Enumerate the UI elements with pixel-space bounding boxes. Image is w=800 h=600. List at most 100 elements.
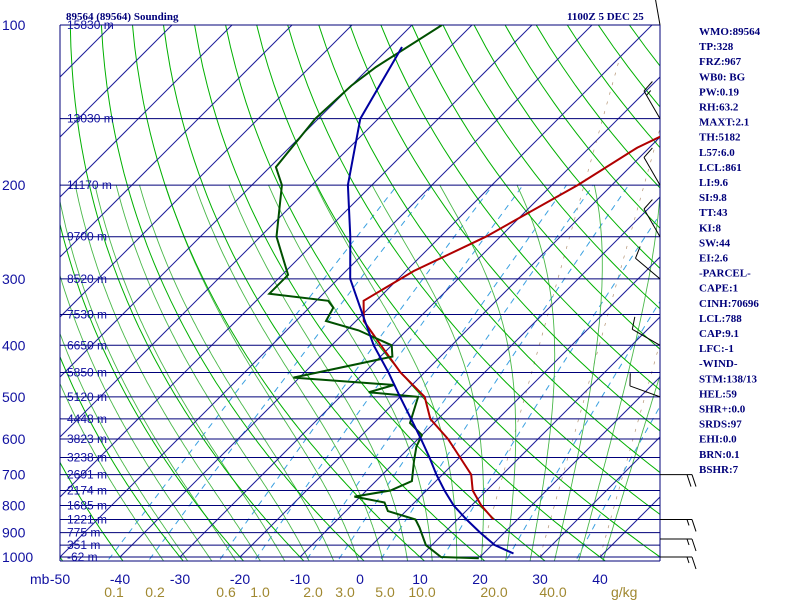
isotherm-line bbox=[119, 25, 653, 558]
mixing-ratio-line bbox=[379, 184, 630, 561]
height-tick-label: 3823 m bbox=[67, 432, 107, 446]
dry-adiabat-line bbox=[60, 355, 184, 561]
height-tick-label: 8520 m bbox=[67, 272, 107, 286]
wind-barb bbox=[660, 474, 697, 487]
mixing-ratio-line bbox=[305, 184, 567, 561]
moist-adiabat-line bbox=[578, 187, 660, 561]
wind-barb bbox=[635, 246, 661, 280]
pressure-tick-label: 500 bbox=[2, 389, 26, 405]
wind-barb-flag bbox=[691, 556, 697, 570]
isotherm-line bbox=[479, 376, 660, 558]
pressure-tick-label: 200 bbox=[2, 177, 26, 193]
height-tick-label: 5120 m bbox=[67, 390, 107, 404]
pressure-tick-label: 800 bbox=[2, 497, 26, 513]
wind-barb-flag bbox=[691, 474, 697, 487]
moist-adiabat-line bbox=[165, 184, 359, 561]
temperature-curve bbox=[362, 135, 660, 521]
dry-adiabat-line bbox=[60, 556, 64, 561]
index-label: -WIND- bbox=[699, 358, 738, 370]
index-label: CINH:70696 bbox=[699, 298, 759, 310]
dry-adiabat-line bbox=[754, 25, 800, 568]
isotherm-line bbox=[60, 25, 413, 378]
moist-adiabat-line bbox=[602, 373, 660, 561]
wind-barb-flag bbox=[643, 199, 653, 210]
index-label: PW:0.19 bbox=[699, 86, 740, 98]
wind-barb-staff bbox=[632, 328, 661, 346]
index-label: KI:8 bbox=[699, 222, 722, 234]
mixing-ratio-tick-label: 0.6 bbox=[216, 584, 236, 600]
wind-barbs bbox=[629, 0, 697, 570]
wind-barb bbox=[631, 316, 661, 346]
wind-barb-flag bbox=[691, 538, 697, 552]
height-tick-label: -62 m bbox=[67, 550, 98, 564]
temperature-tick-label: -10 bbox=[290, 571, 310, 587]
temperature-tick-label: -30 bbox=[170, 571, 190, 587]
index-label: STM:138/13 bbox=[699, 373, 758, 385]
height-tick-label: 9700 m bbox=[67, 230, 107, 244]
isobars bbox=[59, 24, 661, 562]
index-label: HEL:59 bbox=[699, 388, 737, 400]
mixing-ratio-line bbox=[218, 184, 494, 561]
isotherm-line bbox=[419, 316, 660, 558]
moist-adiabat-line bbox=[94, 185, 286, 561]
isotherm-line bbox=[60, 25, 353, 318]
pressure-tick-label: 100 bbox=[2, 17, 26, 33]
mixing-ratio-tick-label: 0.2 bbox=[145, 584, 165, 600]
mixing-ratio-tick-label: 2.0 bbox=[303, 584, 323, 600]
wind-barb-staff bbox=[635, 257, 661, 280]
height-tick-label: 351 m bbox=[67, 538, 100, 552]
height-tick-label: 2691 m bbox=[67, 468, 107, 482]
dry-adiabat-line bbox=[473, 25, 660, 270]
moist-adiabat-line bbox=[74, 185, 261, 561]
temperature-tick-label: 40 bbox=[592, 571, 608, 587]
wind-barb-staff bbox=[629, 385, 661, 398]
mixing-ratio-tick-label: 3.0 bbox=[335, 584, 355, 600]
index-label: MAXT:2.1 bbox=[699, 117, 749, 129]
temperature-tick-label: 0 bbox=[356, 571, 364, 587]
pressure-tick-label: 900 bbox=[2, 525, 26, 541]
sounding-curves bbox=[267, 25, 660, 560]
temperature-tick-label: 20 bbox=[472, 571, 488, 587]
height-tick-label: 13030 m bbox=[67, 112, 114, 126]
index-label: SHR+:0.0 bbox=[699, 404, 746, 416]
wind-barb bbox=[643, 147, 661, 186]
index-label: EI:2.6 bbox=[699, 253, 729, 265]
wind-barb-staff bbox=[655, 0, 661, 26]
wind-barb-staff bbox=[643, 90, 661, 119]
wind-barb bbox=[660, 538, 697, 552]
isotherm-line bbox=[60, 25, 533, 498]
wind-barb-half-flag bbox=[646, 90, 652, 96]
index-label: LCL:861 bbox=[699, 162, 742, 174]
dry-adiabat-line bbox=[785, 25, 800, 568]
mixing-ratio-line bbox=[253, 184, 524, 561]
wind-barb bbox=[660, 556, 697, 570]
wind-barb-staff bbox=[643, 157, 661, 186]
index-label: WB0: BG bbox=[699, 71, 746, 83]
index-label: CAP:9.1 bbox=[699, 328, 739, 340]
mixing-ratio-tick-label: 1.0 bbox=[250, 584, 270, 600]
moist-adiabat-line bbox=[315, 184, 458, 561]
background-dash-line bbox=[780, 57, 800, 557]
mixing-ratio-unit: g/kg bbox=[611, 584, 637, 600]
pressure-tick-label: 700 bbox=[2, 467, 26, 483]
index-label: -PARCEL- bbox=[699, 268, 751, 280]
index-label: BSHR:7 bbox=[699, 464, 739, 476]
pressure-tick-label: 600 bbox=[2, 431, 26, 447]
pressure-axis-unit: mb bbox=[30, 571, 50, 587]
index-label: WMO:89564 bbox=[699, 26, 761, 38]
wind-barb bbox=[629, 373, 661, 398]
index-label: FRZ:967 bbox=[699, 56, 742, 68]
index-label: LI:9.6 bbox=[699, 177, 729, 189]
temperature-tick-label: -50 bbox=[50, 571, 70, 587]
dry-adiabat-line bbox=[442, 25, 660, 310]
height-tick-label: 11170 m bbox=[67, 178, 112, 192]
mixing-ratio-tick-label: 10.0 bbox=[408, 584, 435, 600]
index-label: SI:9.8 bbox=[699, 192, 727, 204]
index-label: RH:63.2 bbox=[699, 102, 739, 114]
isotherm-line bbox=[60, 25, 473, 438]
dry-adiabat-line bbox=[60, 461, 124, 561]
index-label: EHI:0.0 bbox=[699, 434, 737, 446]
parcel-curve bbox=[346, 46, 514, 555]
